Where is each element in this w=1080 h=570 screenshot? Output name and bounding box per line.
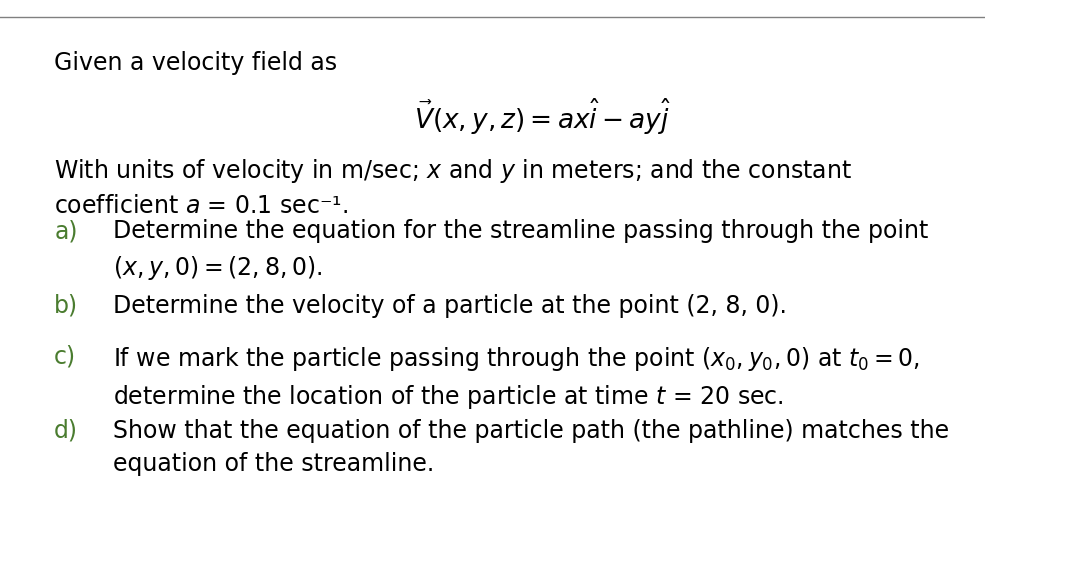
Text: If we mark the particle passing through the point $(x_0, y_0, 0)$ at $t_0 = 0$,
: If we mark the particle passing through … [113,345,920,412]
Text: a): a) [54,219,78,243]
Text: Determine the equation for the streamline passing through the point
$(x, y, 0) =: Determine the equation for the streamlin… [113,219,929,282]
Text: c): c) [54,345,77,369]
Text: d): d) [54,419,78,443]
Text: Determine the velocity of a particle at the point (2, 8, 0).: Determine the velocity of a particle at … [113,294,787,317]
Text: Show that the equation of the particle path (the pathline) matches the
equation : Show that the equation of the particle p… [113,419,949,477]
Text: Given a velocity field as: Given a velocity field as [54,51,337,75]
Text: $\vec{V}(x, y, z) = ax\hat{i} - ay\hat{j}$: $\vec{V}(x, y, z) = ax\hat{i} - ay\hat{j… [414,97,671,137]
Text: With units of velocity in m/sec; $x$ and $y$ in meters; and the constant
coeffic: With units of velocity in m/sec; $x$ and… [54,157,852,218]
Text: b): b) [54,294,78,317]
